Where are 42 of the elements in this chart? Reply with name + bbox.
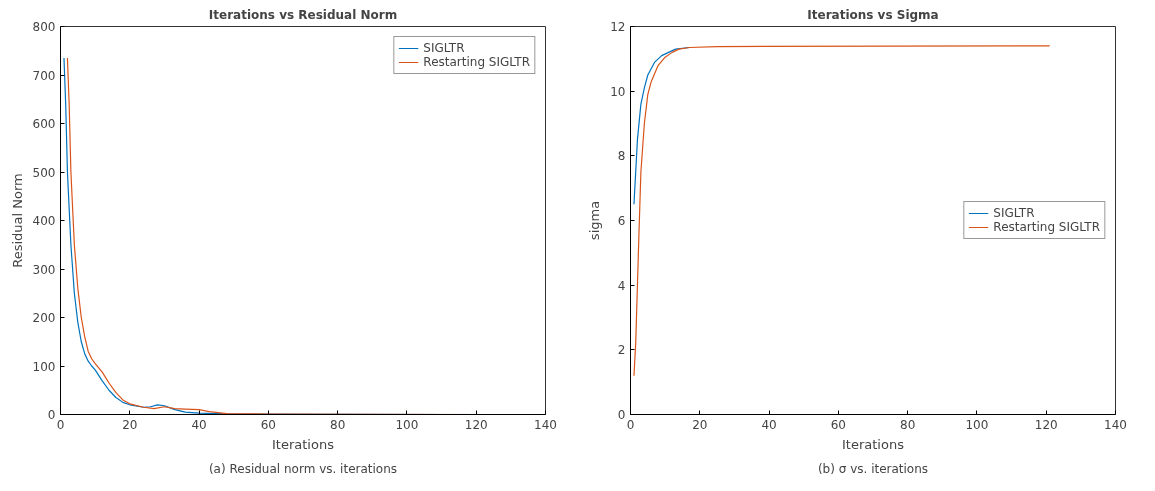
y-tick-label: 600: [32, 117, 56, 131]
x-tick-label: 100: [965, 417, 989, 432]
y-tick-label: 500: [32, 165, 56, 180]
y-tick-label: 0: [617, 408, 626, 422]
x-tick-label: 80: [330, 417, 346, 432]
y-tick-label: 100: [32, 359, 56, 374]
y-tick-label: 200: [32, 311, 56, 325]
x-tick-label: 60: [830, 417, 846, 432]
x-axis-title: Iterations: [842, 436, 905, 452]
text: (b) σ vs. iterations: [817, 461, 929, 476]
x-tick-label: 40: [191, 417, 207, 432]
y-tick-label: 300: [32, 262, 56, 277]
y-tick-label: 2: [617, 343, 626, 358]
y-axis-title: sigma: [587, 200, 603, 241]
y-tick-label: 700: [32, 68, 56, 83]
x-tick-label: 140: [1104, 417, 1127, 432]
legend-label: Restarting SIGLTR: [423, 55, 530, 69]
y-tick-label: 6: [617, 214, 626, 228]
x-tick-label: 40: [761, 417, 777, 432]
legend-label: SIGLTR: [423, 41, 465, 55]
legend-label: SIGLTR: [993, 206, 1035, 220]
y-tick-label: 800: [32, 20, 56, 34]
chart-title: Iterations vs Residual Norm: [208, 7, 398, 22]
y-tick-label: 8: [617, 149, 626, 164]
y-tick-label: 0: [47, 408, 56, 422]
x-tick-label: 120: [1034, 417, 1058, 432]
y-tick-label: 400: [32, 214, 56, 228]
x-tick-label: 120: [464, 417, 488, 432]
y-tick-label: 12: [610, 20, 626, 34]
x-axis-title: Iterations: [272, 436, 335, 452]
chart-title: Iterations vs Sigma: [807, 7, 939, 22]
x-tick-label: 20: [122, 417, 138, 432]
x-tick-label: 20: [692, 417, 708, 432]
text: (a) Residual norm vs. iterations: [208, 461, 398, 476]
legend-label: Restarting SIGLTR: [993, 220, 1100, 234]
x-tick-label: 80: [900, 417, 916, 432]
y-tick-label: 10: [610, 84, 626, 99]
x-tick-label: 60: [260, 417, 276, 432]
y-tick-label: 4: [617, 278, 626, 293]
x-tick-label: 100: [395, 417, 419, 432]
y-axis-title: Residual Norm: [9, 173, 25, 268]
x-tick-label: 140: [534, 417, 557, 432]
